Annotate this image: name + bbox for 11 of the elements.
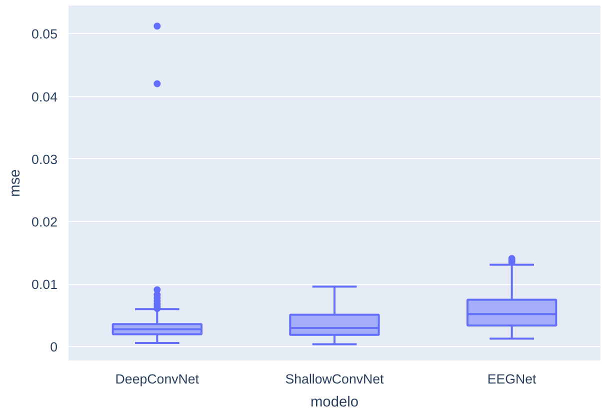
y-tick-label: 0.03 xyxy=(32,152,58,167)
y-tick-label: 0.04 xyxy=(32,89,58,104)
x-axis-title: modelo xyxy=(310,394,359,410)
y-tick-label: 0 xyxy=(50,340,58,355)
y-tick-label: 0.05 xyxy=(32,26,58,42)
x-tick-label: DeepConvNet xyxy=(115,372,200,386)
y-tick-label: 0.02 xyxy=(32,214,58,230)
y-tick-label: 0.01 xyxy=(32,277,58,292)
x-tick-label: ShallowConvNet xyxy=(285,372,384,386)
x-tick-label: EEGNet xyxy=(487,372,537,386)
y-axis-title: mse xyxy=(8,169,24,197)
